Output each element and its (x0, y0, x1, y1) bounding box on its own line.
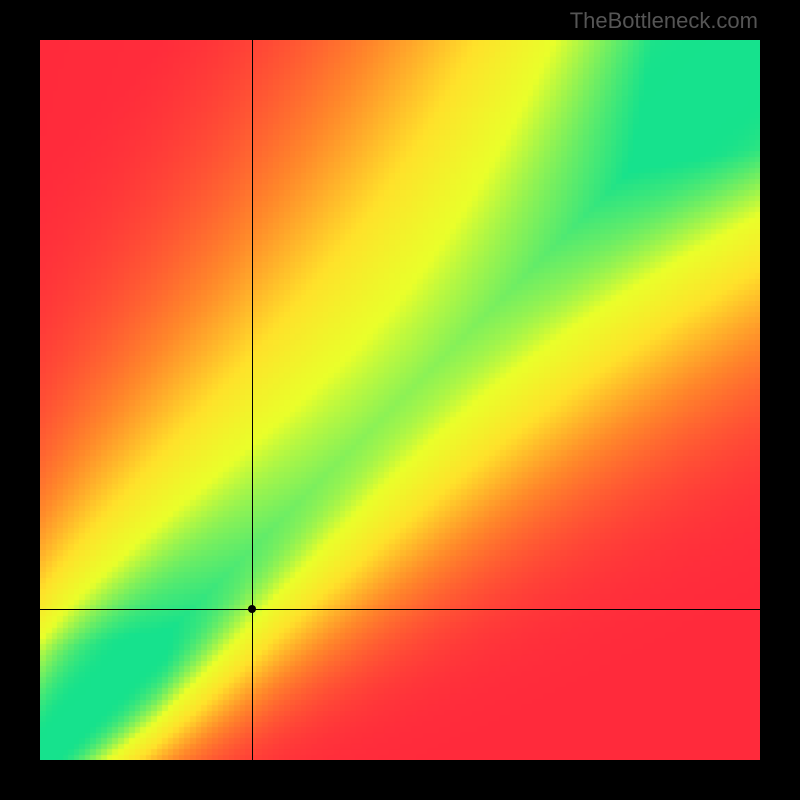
crosshair-marker-dot (248, 605, 256, 613)
heatmap-canvas (40, 40, 760, 760)
crosshair-horizontal (40, 609, 760, 610)
bottleneck-heatmap (40, 40, 760, 760)
crosshair-vertical (252, 40, 253, 760)
watermark-text: TheBottleneck.com (570, 8, 758, 34)
